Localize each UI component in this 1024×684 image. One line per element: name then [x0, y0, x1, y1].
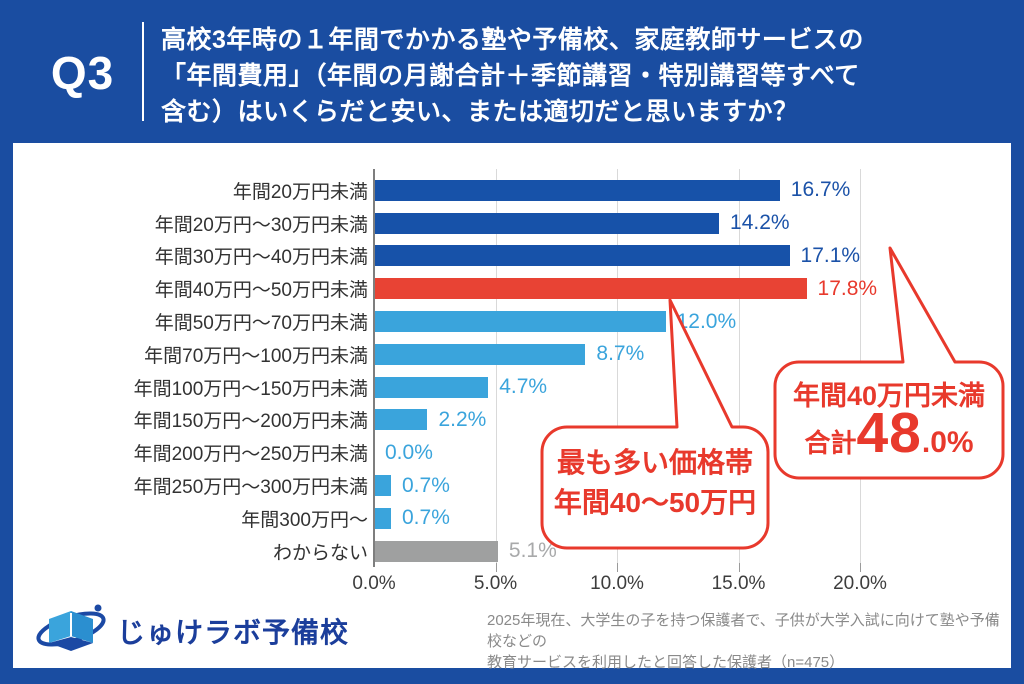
chart-row: 年間30万円～40万円未満 17.1%: [13, 240, 1011, 273]
category-label: 年間300万円～: [241, 509, 368, 531]
tick-mark: [617, 563, 618, 572]
value-label: 17.8%: [817, 276, 878, 300]
value-label: 2.2%: [438, 407, 487, 431]
chart-row: 年間20万円～30万円未満 14.2%: [13, 207, 1011, 240]
chart-row: わからない 5.1%: [13, 535, 1011, 568]
tick-label: 10.0%: [590, 573, 644, 594]
chart-card: 年間20万円未満 16.7% 年間20万円～30万円未満 14.2% 年間30万円～40…: [13, 143, 1011, 671]
bar-zone: 0.7%: [374, 502, 1011, 535]
category-label: 年間100万円～150万円未満: [133, 378, 368, 400]
gridline: [495, 169, 497, 563]
question-line: 含む）はいくらだと安い、または適切だと思いますか？: [161, 98, 799, 126]
category-label: 年間30万円～40万円未満: [154, 247, 368, 269]
question-line: 「年間費用」（年間の月謝合計＋季節講習・特別講習等すべて: [161, 62, 860, 90]
bar: [374, 376, 489, 398]
bar: [374, 311, 666, 333]
bar: [374, 409, 428, 431]
value-label: 16.7%: [790, 178, 851, 202]
value-label: 17.1%: [800, 243, 861, 267]
category-label: 年間250万円～300万円未満: [133, 477, 368, 499]
chart-row: 年間300万円～ 0.7%: [13, 502, 1011, 535]
bar: [374, 540, 498, 562]
bar: [374, 343, 586, 365]
chart-row: 年間250万円～300万円未満 0.7%: [13, 469, 1011, 502]
bar: [374, 278, 807, 300]
bar-zone: 16.7%: [374, 174, 1011, 207]
survey-note-line: 2025年現在、大学生の子を持つ保護者で、子供が大学入試に向けて塾や予備校などの: [487, 612, 1000, 650]
tick-mark: [495, 563, 497, 572]
category-label: 年間50万円～70万円未満: [154, 313, 368, 335]
bar: [374, 507, 391, 529]
bar-zone: 4.7%: [374, 371, 1011, 404]
bar-zone: 0.7%: [374, 469, 1011, 502]
category-label: 年間20万円未満: [232, 181, 368, 203]
value-label: 0.0%: [385, 440, 433, 464]
tick-label: 20.0%: [833, 573, 887, 594]
survey-note-line: 教育サービスを利用したと回答した保護者（n=475）: [487, 654, 845, 671]
bar-zone: 8.7%: [374, 338, 1011, 371]
question-number: Q3: [50, 47, 115, 99]
value-label: 14.2%: [730, 211, 790, 235]
question-text: 高校3年時の１年間でかかる塾や予備校、家庭教師サービスの 「年間費用」（年間の月…: [161, 22, 1001, 130]
header-divider: [142, 22, 144, 121]
book-orbit-icon: [35, 599, 109, 662]
category-label: 年間200万円～250万円未満: [133, 444, 368, 466]
bar: [374, 245, 790, 267]
survey-note: 2025年現在、大学生の子を持つ保護者で、子供が大学入試に向けて塾や予備校などの…: [487, 610, 1002, 673]
header: Q3 高校3年時の１年間でかかる塾や予備校、家庭教師サービスの 「年間費用」（年…: [0, 0, 1024, 143]
category-label: 年間20万円～30万円未満: [154, 214, 368, 236]
chart-row: 年間100万円～150万円未満 4.7%: [13, 371, 1011, 404]
chart-row: 年間150万円～200万円未満 2.2%: [13, 404, 1011, 437]
value-label: 4.7%: [499, 375, 548, 399]
bar: [374, 475, 391, 497]
bar-zone: 5.1%: [374, 535, 1011, 568]
category-label: 年間70万円～100万円未満: [144, 345, 368, 367]
chart-rows: 年間20万円未満 16.7% 年間20万円～30万円未満 14.2% 年間30万円～40…: [13, 174, 1011, 568]
tick-mark: [738, 563, 740, 572]
value-label: 5.1%: [508, 539, 557, 563]
chart-row: 年間70万円～100万円未満 8.7%: [13, 338, 1011, 371]
axis-line: [373, 169, 375, 567]
chart-row: 年間200万円～250万円未満 0.0%: [13, 436, 1011, 469]
question-line: 高校3年時の１年間でかかる塾や予備校、家庭教師サービスの: [161, 26, 864, 54]
category-label: わからない: [272, 542, 368, 564]
chart-row: 年間20万円未満 16.7%: [13, 174, 1011, 207]
category-label: 年間40万円～50万円未満: [154, 280, 368, 302]
chart-row: 年間40万円～50万円未満 17.8%: [13, 272, 1011, 305]
value-label: 8.7%: [596, 342, 645, 366]
tick-label: 5.0%: [473, 573, 518, 594]
bar-zone: 14.2%: [374, 207, 1011, 240]
tick-label: 0.0%: [352, 573, 396, 594]
category-label: 年間150万円～200万円未満: [133, 411, 368, 433]
tick-label: 15.0%: [711, 573, 766, 594]
value-label: 12.0%: [676, 309, 737, 333]
bar-zone: 17.8%: [374, 272, 1011, 305]
logo-text: じゅけラボ予備校: [117, 616, 350, 648]
bar: [374, 179, 780, 201]
bar: [374, 212, 720, 234]
value-label: 0.7%: [402, 473, 450, 497]
bar-zone: 17.1%: [374, 240, 1011, 273]
chart-row: 年間50万円～70万円未満 12.0%: [13, 305, 1011, 338]
value-label: 0.7%: [402, 506, 450, 530]
bar-zone: 2.2%: [374, 404, 1011, 437]
logo: じゅけラボ予備校: [35, 599, 349, 662]
tick-mark: [860, 563, 861, 572]
bar-zone: 12.0%: [374, 305, 1011, 338]
bar-zone: 0.0%: [374, 436, 1011, 469]
